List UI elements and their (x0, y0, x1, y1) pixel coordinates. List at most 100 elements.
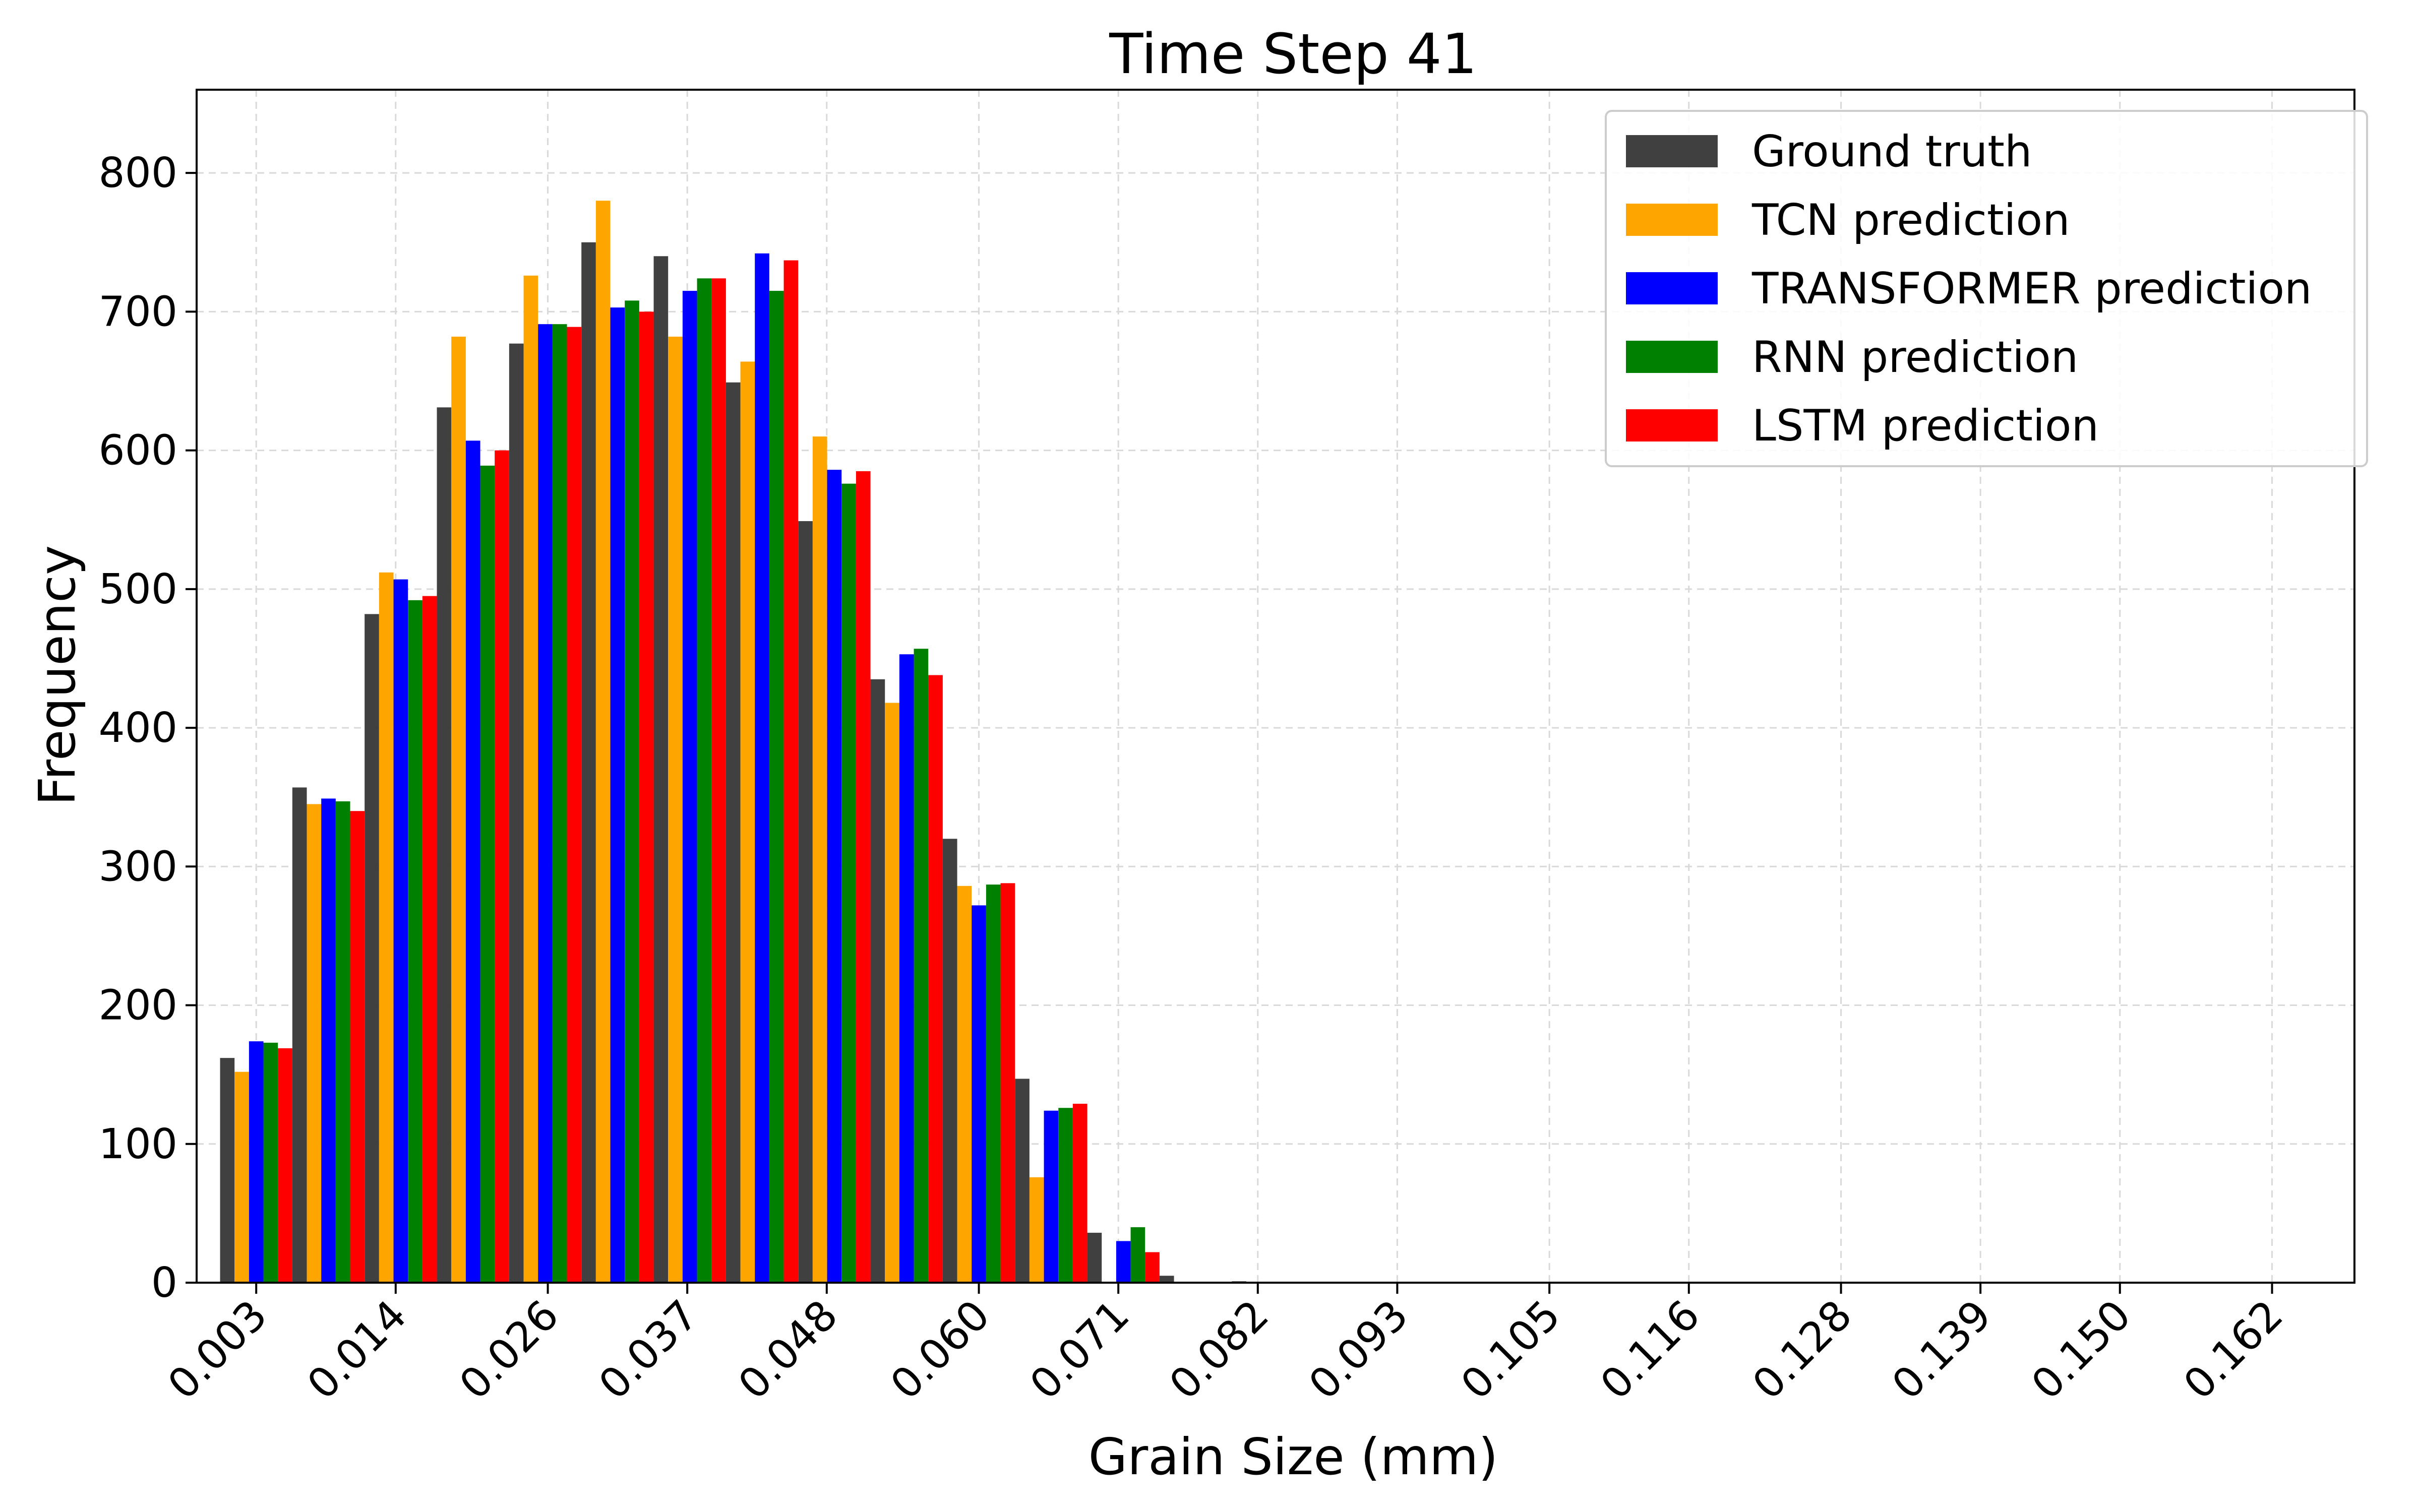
bar (725, 382, 741, 1283)
legend: Ground truth TCN prediction TRANSFORMER pr… (1605, 110, 2368, 467)
bar (437, 407, 452, 1283)
bar (509, 343, 524, 1283)
bar (1116, 1241, 1131, 1283)
y-tick-label: 300 (98, 843, 177, 891)
grid (197, 90, 2354, 1284)
bar (480, 465, 495, 1283)
bar (292, 787, 307, 1283)
x-axis-label: Grain Size (mm) (1088, 1427, 1498, 1486)
y-tick-label: 800 (98, 149, 177, 197)
bar (465, 440, 480, 1283)
x-tick-label: 0.026 (451, 1291, 568, 1409)
y-tick-label: 200 (98, 982, 177, 1030)
bar (1145, 1252, 1160, 1283)
x-tick-label: 0.003 (159, 1291, 276, 1409)
bar (552, 324, 567, 1283)
chart-title: Time Step 41 (1109, 22, 1477, 86)
bar (495, 450, 509, 1283)
x-tick-label: 0.048 (730, 1291, 847, 1409)
legend-swatch (1626, 341, 1718, 373)
bar (986, 885, 1001, 1283)
bar (827, 470, 842, 1283)
bar (567, 327, 582, 1283)
bar (1000, 883, 1015, 1283)
x-tick-label: 0.162 (2175, 1291, 2292, 1409)
y-tick-label: 700 (98, 288, 177, 336)
y-axis-label: Frequency (28, 545, 87, 806)
x-tick-label: 0.071 (1021, 1291, 1138, 1409)
bar (263, 1042, 278, 1283)
bar (335, 801, 350, 1283)
x-tick-label: 0.150 (2023, 1291, 2140, 1409)
bar (278, 1048, 292, 1283)
bar (321, 798, 336, 1283)
bar (350, 811, 365, 1283)
x-tick-label: 0.116 (1592, 1291, 1709, 1409)
bar (234, 1072, 249, 1283)
x-tick-label: 0.105 (1452, 1291, 1569, 1409)
bar (899, 654, 914, 1283)
bar (610, 307, 625, 1283)
bar (841, 483, 856, 1283)
bar (1087, 1232, 1102, 1283)
y-tick-label: 500 (98, 565, 177, 613)
bar (379, 572, 394, 1283)
y-tick-label: 100 (98, 1120, 177, 1168)
bar (538, 324, 553, 1283)
bar (1015, 1079, 1030, 1283)
legend-label: LSTM prediction (1752, 401, 2099, 451)
bar (1029, 1177, 1044, 1283)
bar (581, 242, 596, 1283)
bar (365, 614, 379, 1283)
bar (1044, 1110, 1059, 1283)
bar (812, 436, 827, 1283)
legend-swatch (1626, 135, 1718, 167)
bar (928, 675, 943, 1283)
bar (1130, 1227, 1145, 1283)
y-tick-label: 600 (98, 427, 177, 475)
bar (711, 278, 726, 1283)
legend-box (1605, 110, 2368, 467)
bar (639, 311, 654, 1283)
axes (186, 89, 2355, 1294)
bar (1072, 1103, 1087, 1283)
legend-swatch (1626, 409, 1718, 442)
bar (914, 649, 929, 1283)
bar (1058, 1108, 1073, 1283)
bar (755, 253, 769, 1283)
bar (523, 275, 538, 1283)
legend-swatch (1626, 204, 1718, 236)
plot-frame (196, 89, 2355, 1284)
bar (870, 679, 885, 1283)
bar (856, 471, 871, 1283)
bar (885, 703, 899, 1283)
legend-label: TRANSFORMER prediction (1751, 264, 2312, 314)
bar (957, 886, 972, 1283)
bar (220, 1058, 235, 1283)
bar (783, 260, 799, 1283)
bar (668, 336, 683, 1283)
bar (393, 579, 408, 1283)
bar (451, 336, 466, 1283)
x-tick-label: 0.128 (1744, 1291, 1861, 1409)
legend-swatch (1626, 272, 1718, 304)
bar (422, 596, 437, 1283)
y-tick-label: 0 (151, 1259, 177, 1307)
bars (220, 201, 1246, 1283)
bar (625, 300, 639, 1283)
bar (798, 521, 813, 1283)
legend-label: RNN prediction (1752, 332, 2078, 383)
x-tick-label: 0.014 (298, 1291, 416, 1409)
legend-label: TCN prediction (1751, 195, 2070, 245)
bar (408, 600, 422, 1283)
y-tick-label: 400 (98, 704, 177, 752)
x-tick-label: 0.139 (1883, 1291, 2001, 1409)
x-tick-label: 0.060 (882, 1291, 999, 1409)
bar (740, 361, 755, 1283)
bar (307, 804, 322, 1283)
x-tick-label: 0.037 (590, 1291, 707, 1409)
bar (653, 256, 669, 1283)
legend-label: Ground truth (1752, 127, 2032, 177)
bar (682, 291, 697, 1283)
